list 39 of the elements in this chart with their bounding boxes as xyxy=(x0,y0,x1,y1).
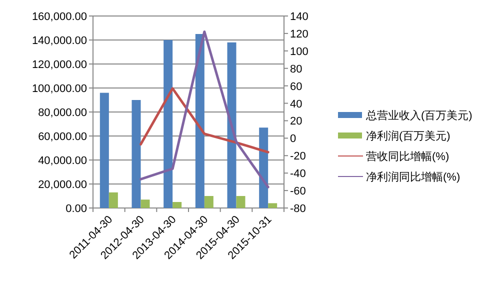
legend-label: 净利润同比增幅(%) xyxy=(366,170,460,184)
y2-tick-label: -40 xyxy=(290,168,306,180)
y2-tick-label: 120 xyxy=(290,28,308,40)
y2-tick-label: -20 xyxy=(290,150,306,163)
y-tick-label: 40,000.00 xyxy=(38,155,87,167)
bar xyxy=(100,92,109,208)
y-tick-label: 100,000.00 xyxy=(32,83,87,95)
bar xyxy=(140,200,150,208)
y-tick-label: 0.00 xyxy=(66,203,87,215)
y2-tick-label: -60 xyxy=(290,186,306,198)
y2-tick-label: 80 xyxy=(290,63,302,76)
bar xyxy=(268,203,278,208)
bar xyxy=(204,196,214,208)
y2-tick-label: 40 xyxy=(290,98,302,110)
y2-tick-label: 140 xyxy=(290,11,308,23)
y2-tick-label: -80 xyxy=(290,203,306,215)
line-series xyxy=(140,87,270,154)
y-tick-label: 20,000.00 xyxy=(38,179,87,191)
bar xyxy=(227,42,236,208)
y-tick-label: 60,000.00 xyxy=(38,131,87,143)
bar xyxy=(236,196,246,208)
y-tick-label: 80,000.00 xyxy=(38,107,87,119)
bar xyxy=(172,202,182,208)
y-tick-label: 120,000.00 xyxy=(32,59,87,71)
bar xyxy=(259,128,268,208)
bar xyxy=(164,40,173,208)
y2-tick-label: 100 xyxy=(290,46,308,58)
y2-tick-label: 0 xyxy=(290,133,296,146)
legend-label: 总营业收入(百万美元) xyxy=(365,109,472,122)
y2-tick-label: 60 xyxy=(290,80,302,93)
line-series xyxy=(140,30,270,188)
legend-label: 营收同比增幅(%) xyxy=(366,150,450,163)
y-tick-label: 160,000.00 xyxy=(32,11,87,23)
y2-tick-label: 20 xyxy=(290,116,302,128)
bar xyxy=(132,100,141,208)
legend-label: 净利润(百万美元) xyxy=(366,130,450,142)
bar xyxy=(195,34,204,208)
y-tick-label: 140,000.00 xyxy=(32,35,87,47)
bar xyxy=(108,192,118,208)
